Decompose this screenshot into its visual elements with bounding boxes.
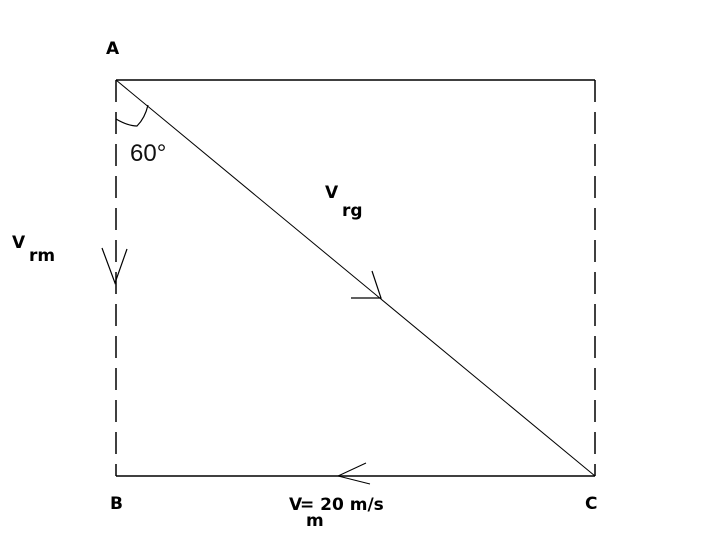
vrm-label: V [12,233,26,253]
angle-label: 60° [130,140,166,167]
vrm-subscript: rm [29,246,55,266]
vm-label: V [289,495,303,515]
arrowhead-vrm [101,247,128,285]
vrg-label: V [325,183,339,203]
arrowhead-vrg [351,270,382,299]
vrg-subscript: rg [342,201,363,221]
diagonal-ac [115,79,596,477]
point-label-a: A [106,39,120,59]
vm-value: = 20 m/s [300,495,384,515]
angle-arc [115,104,149,127]
arrowhead-vm [336,462,371,485]
point-label-b: B [110,494,123,514]
point-label-c: C [585,494,597,514]
vm-subscript: m [306,511,324,531]
